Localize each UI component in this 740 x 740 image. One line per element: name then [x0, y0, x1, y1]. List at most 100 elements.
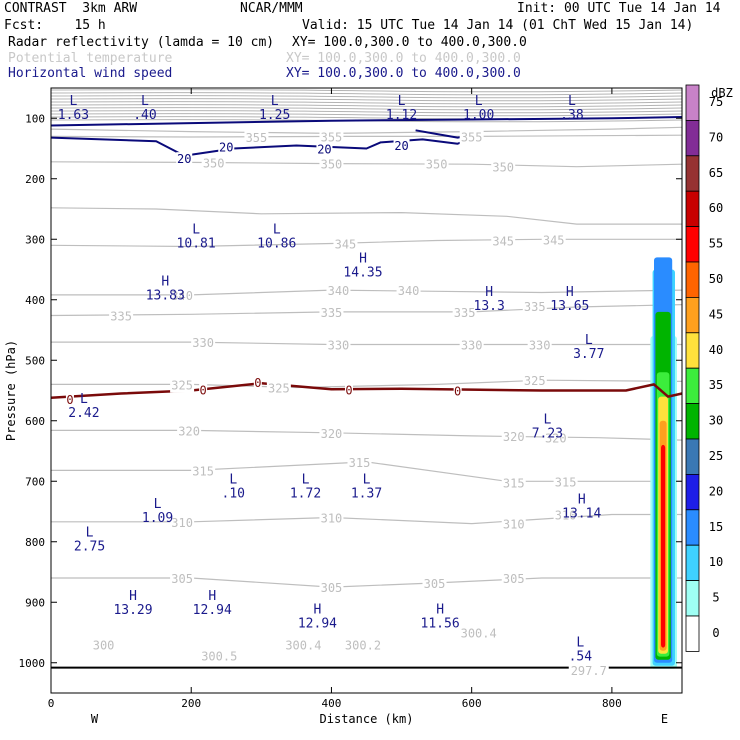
extremum-type: H: [129, 589, 137, 604]
wind-label: 20: [177, 152, 191, 166]
theta-label-bg: [501, 476, 526, 491]
extremum-type: L: [271, 94, 279, 109]
extremum-value: 1.37: [351, 486, 382, 501]
field1-xy: XY= 100.0,300.0 to 400.0,300.0: [292, 35, 527, 50]
field3-xy: XY= 100.0,300.0 to 400.0,300.0: [286, 66, 521, 81]
theta-label-bg: [319, 305, 344, 320]
theta-label-bg: [319, 130, 344, 145]
colorbar-level: 5: [712, 591, 719, 605]
wind-label: 0: [454, 385, 461, 399]
theta-label-bg: [342, 638, 383, 653]
y-tick-label: 200: [25, 173, 45, 186]
theta-label: 355: [246, 131, 268, 145]
forecast-hour: Fcst: 15 h: [4, 18, 106, 33]
extremum-type: L: [86, 526, 94, 541]
wind-label-bg: [65, 392, 74, 407]
extremum-value: 1.63: [58, 108, 89, 123]
theta-label-bg: [396, 284, 421, 299]
extremum-value: .54: [569, 650, 593, 665]
extremum-type: L: [154, 497, 162, 512]
wind-label: 0: [254, 376, 261, 390]
theta-label: 340: [328, 284, 350, 298]
extremum-value: 1.25: [259, 108, 290, 123]
y-tick-label: 600: [25, 415, 45, 428]
extremum-value: 10.81: [177, 236, 216, 251]
theta-contour: [50, 207, 682, 225]
theta-label-bg: [91, 638, 116, 653]
theta-label: 320: [321, 427, 343, 441]
field1-name: Radar reflectivity (lamda = 10 cm): [8, 35, 275, 50]
plot-frame: [50, 87, 683, 694]
colorbar-swatch: [685, 615, 700, 652]
theta-contour: [51, 461, 682, 482]
theta-label: 355: [461, 130, 483, 144]
colorbar-level: 35: [709, 378, 723, 392]
west-label: W: [91, 712, 99, 726]
theta-label: 310: [171, 516, 193, 530]
theta-label: 320: [545, 432, 567, 446]
theta-label: 305: [321, 581, 343, 595]
theta-label: 330: [192, 336, 214, 350]
theta-label: 320: [178, 424, 200, 438]
theta-label-bg: [491, 234, 516, 249]
theta-label: 315: [555, 475, 577, 489]
theta-label-bg: [319, 581, 344, 596]
extremum-value: 13.29: [113, 603, 152, 618]
theta-label: 340: [398, 284, 420, 298]
wind-label: 0: [345, 383, 352, 397]
wind-label-bg: [218, 140, 235, 155]
extremum-type: H: [485, 285, 493, 300]
field3-name: Horizontal wind speed: [8, 66, 173, 81]
extremum-value: 12.94: [298, 616, 337, 631]
theta-label: 330: [328, 339, 350, 353]
colorbar-level: 30: [709, 414, 723, 428]
colorbar-swatch: [685, 580, 700, 617]
reflectivity-cell: [661, 444, 666, 648]
theta-label: 310: [321, 512, 343, 526]
theta-contour: [51, 289, 683, 296]
extremum-type: L: [70, 94, 78, 109]
theta-label-bg: [109, 309, 134, 324]
theta-label: 300.2: [345, 639, 381, 653]
y-axis-label: Pressure (hPa): [4, 340, 18, 441]
theta-label-bg: [319, 511, 344, 526]
extremum-type: L: [363, 472, 371, 487]
theta-label-bg: [553, 475, 578, 490]
extremum-type: L: [585, 333, 593, 348]
colorbar-swatch: [685, 438, 700, 475]
theta-label-bg: [283, 638, 324, 653]
theta-label-bg: [459, 130, 484, 145]
theta-label: 335: [321, 306, 343, 320]
theta-label-bg: [501, 517, 526, 532]
theta-label-bg: [326, 338, 351, 353]
colorbar-level: 50: [709, 272, 723, 286]
theta-label: 315: [349, 456, 371, 470]
field2-name: Potential temperature: [8, 51, 173, 66]
theta-label-bg: [170, 288, 195, 303]
theta-label: 330: [529, 339, 551, 353]
theta-label: 315: [192, 464, 214, 478]
theta-label: 355: [321, 130, 343, 144]
org-label: NCAR/MMM: [240, 1, 303, 16]
theta-label: 310: [555, 509, 577, 523]
y-tick-label: 800: [25, 536, 45, 549]
theta-label-bg: [347, 455, 372, 470]
valid-time: Valid: 15 UTC Tue 14 Jan 14 (01 ChT Wed …: [302, 18, 694, 33]
colorbar-swatch: [685, 403, 700, 440]
theta-label-bg: [501, 572, 526, 587]
colorbar-swatch: [685, 296, 700, 334]
init-time: Init: 00 UTC Tue 14 Jan 14: [517, 1, 721, 16]
y-tick-label: 100: [25, 112, 45, 125]
theta-label: 300.4: [285, 639, 321, 653]
theta-label: 345: [492, 234, 514, 248]
zero-wind-contour: [50, 381, 683, 400]
colorbar-swatch: [685, 367, 700, 405]
theta-label: 350: [321, 158, 343, 172]
theta-label-bg: [319, 157, 344, 172]
theta-contour-upper: [50, 110, 683, 114]
theta-contour-upper: [50, 89, 683, 93]
theta-label: 320: [503, 430, 525, 444]
theta-label-bg: [326, 284, 351, 299]
colorbar-level: 10: [709, 555, 723, 569]
theta-contour-upper: [50, 101, 683, 105]
